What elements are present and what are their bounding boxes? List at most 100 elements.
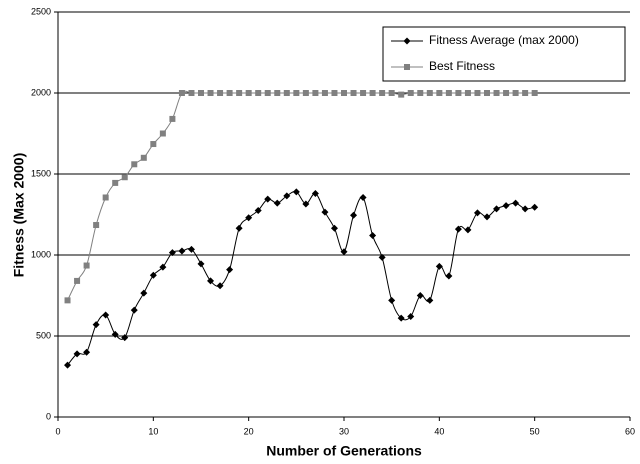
marker xyxy=(64,297,71,304)
marker xyxy=(321,208,329,216)
marker xyxy=(83,262,90,269)
marker xyxy=(512,199,520,207)
x-tick-label: 20 xyxy=(244,426,254,436)
marker xyxy=(416,292,424,299)
marker xyxy=(388,296,396,304)
marker xyxy=(493,205,501,213)
marker xyxy=(483,213,491,221)
legend: Fitness Average (max 2000) Best Fitness xyxy=(382,26,626,82)
marker xyxy=(226,266,234,274)
marker xyxy=(169,115,176,122)
legend-label: Fitness Average (max 2000) xyxy=(429,33,579,47)
marker xyxy=(292,188,300,196)
marker xyxy=(398,91,405,98)
marker xyxy=(360,90,367,96)
marker xyxy=(350,211,358,219)
y-tick-label: 2000 xyxy=(31,87,51,97)
marker xyxy=(207,277,215,285)
marker xyxy=(484,90,490,96)
marker xyxy=(283,90,290,96)
marker xyxy=(111,330,119,338)
marker xyxy=(503,90,510,96)
marker xyxy=(388,90,395,96)
x-tick-label: 40 xyxy=(434,426,444,436)
y-tick-label: 0 xyxy=(46,411,51,421)
marker xyxy=(435,262,443,270)
marker xyxy=(187,245,195,253)
marker xyxy=(121,174,128,181)
marker xyxy=(302,200,310,208)
marker xyxy=(74,277,81,284)
marker xyxy=(340,248,348,256)
marker xyxy=(131,161,138,168)
marker xyxy=(350,90,357,96)
marker xyxy=(531,203,539,211)
marker xyxy=(236,90,243,96)
marker xyxy=(159,263,167,271)
marker xyxy=(102,311,110,319)
marker xyxy=(159,130,166,137)
marker xyxy=(341,90,347,96)
marker xyxy=(92,321,100,329)
marker xyxy=(311,189,319,197)
series-line xyxy=(67,191,535,366)
y-tick-label: 2500 xyxy=(31,6,51,16)
marker xyxy=(302,90,309,96)
marker xyxy=(273,199,281,207)
marker xyxy=(64,361,72,369)
marker xyxy=(207,90,214,96)
marker xyxy=(474,90,481,96)
marker xyxy=(321,90,328,96)
marker xyxy=(197,260,205,268)
marker xyxy=(473,209,481,217)
marker xyxy=(403,37,411,45)
marker xyxy=(216,282,224,290)
x-tick-label: 50 xyxy=(530,426,540,436)
marker xyxy=(83,348,91,356)
legend-label: Best Fitness xyxy=(429,59,495,73)
marker xyxy=(168,249,176,257)
marker xyxy=(397,314,405,322)
marker xyxy=(226,90,233,96)
marker xyxy=(331,90,338,96)
marker xyxy=(140,154,147,161)
marker xyxy=(521,205,529,213)
legend-box xyxy=(382,26,626,82)
marker xyxy=(254,206,262,214)
y-tick-label: 1000 xyxy=(31,249,51,259)
marker xyxy=(512,90,519,96)
marker xyxy=(130,306,138,314)
marker xyxy=(455,90,462,96)
marker xyxy=(493,90,500,96)
marker xyxy=(140,289,148,297)
marker xyxy=(264,90,271,96)
marker xyxy=(502,202,510,210)
marker xyxy=(188,90,195,96)
x-tick-label: 0 xyxy=(55,426,60,436)
marker xyxy=(436,90,443,96)
x-tick-label: 30 xyxy=(339,426,349,436)
marker xyxy=(522,90,529,96)
marker xyxy=(369,90,376,96)
marker xyxy=(245,214,253,222)
marker xyxy=(407,313,415,321)
marker xyxy=(445,272,453,280)
marker xyxy=(178,247,186,255)
marker xyxy=(274,90,281,96)
x-axis-title: Number of Generations xyxy=(266,443,422,459)
marker xyxy=(369,232,377,240)
marker xyxy=(293,90,300,96)
marker xyxy=(245,90,252,96)
marker xyxy=(426,296,434,304)
series-line xyxy=(67,90,535,301)
marker xyxy=(235,224,243,232)
marker xyxy=(73,350,81,358)
marker xyxy=(464,226,472,234)
marker xyxy=(330,224,338,232)
y-tick-label: 500 xyxy=(36,330,51,340)
marker xyxy=(217,90,224,96)
x-tick-label: 10 xyxy=(148,426,158,436)
marker xyxy=(102,194,109,201)
y-tick-label: 1500 xyxy=(31,168,51,178)
